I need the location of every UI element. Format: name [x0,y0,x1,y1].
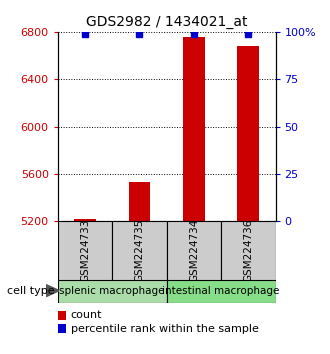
Bar [58,324,66,333]
Text: percentile rank within the sample: percentile rank within the sample [71,324,259,334]
Title: GDS2982 / 1434021_at: GDS2982 / 1434021_at [86,16,248,29]
Bar [58,280,167,303]
Text: GSM224736: GSM224736 [243,219,253,282]
Text: GSM224733: GSM224733 [80,219,90,282]
Text: GSM224734: GSM224734 [189,219,199,282]
Polygon shape [46,285,59,297]
Bar [183,36,205,221]
Bar [238,46,259,221]
Bar [167,280,276,303]
Bar [167,221,221,280]
Text: intestinal macrophage: intestinal macrophage [162,286,280,296]
Bar [74,219,96,221]
Bar [58,311,66,320]
Bar [221,221,276,280]
Text: count: count [71,310,102,320]
Bar [129,182,150,221]
Text: cell type: cell type [7,286,54,296]
Text: GSM224735: GSM224735 [134,219,145,282]
Bar [112,221,167,280]
Bar [58,221,112,280]
Text: splenic macrophage: splenic macrophage [59,286,165,296]
